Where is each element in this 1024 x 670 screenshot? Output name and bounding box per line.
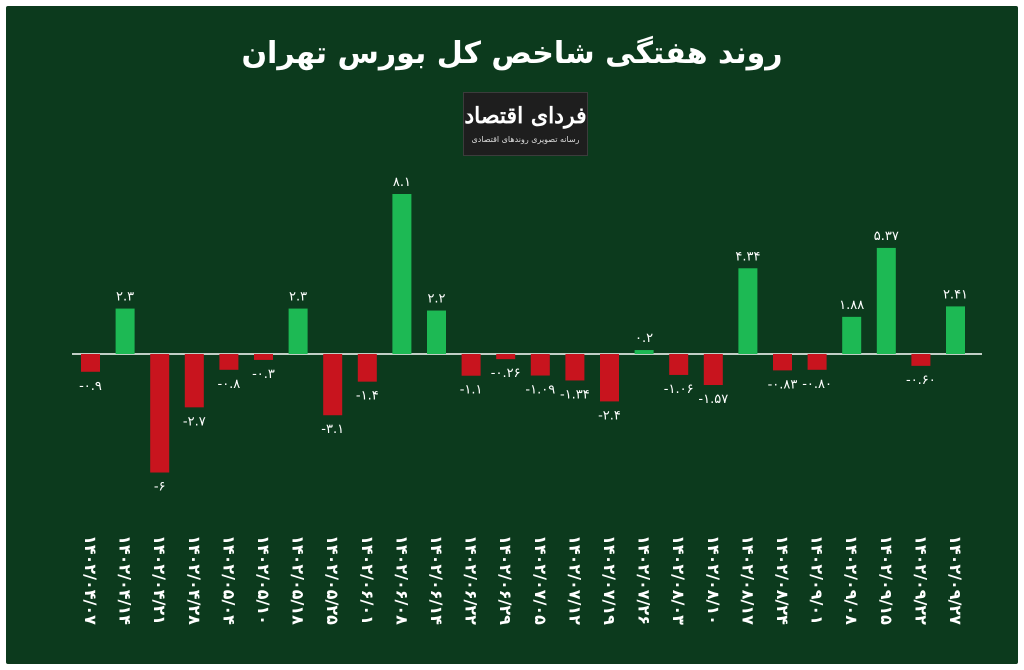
data-label: -۰.۸ <box>218 377 241 392</box>
data-label: -۱.۵۷ <box>698 392 728 407</box>
bar <box>323 354 343 416</box>
bar <box>427 310 446 354</box>
x-tick-label: ۱۴۰۲/۰۶/۱۴ <box>427 535 446 625</box>
x-tick-label: ۱۴۰۲/۰۴/۲۱ <box>150 535 169 625</box>
bar <box>738 268 758 354</box>
bar <box>876 247 896 354</box>
logo-brand-text: فردای اقتصاد <box>464 103 587 129</box>
x-tick-label: ۱۴۰۲/۰۸/۰۳ <box>669 535 688 625</box>
x-tick-label: ۱۴۰۲/۰۹/۰۸ <box>842 535 861 625</box>
bar <box>530 354 550 376</box>
x-tick-label: ۱۴۰۲/۰۵/۰۴ <box>219 535 238 625</box>
data-label: -۱.۴ <box>356 389 379 404</box>
brand-logo: فردای اقتصاد رسانه تصویری روندهای اقتصاد… <box>463 92 588 156</box>
x-tick-label: ۱۴۰۲/۰۴/۰۷ <box>81 535 100 625</box>
bar <box>219 354 239 370</box>
x-tick-label: ۱۴۰۲/۰۵/۱۸ <box>289 535 308 625</box>
data-label: ۱.۸۸ <box>839 298 864 313</box>
data-label: -۰.۸۰ <box>802 377 832 392</box>
x-tick-label: ۱۴۰۲/۰۷/۱۲ <box>565 535 584 625</box>
bar <box>150 354 170 473</box>
x-tick-label: ۱۴۰۲/۰۶/۲۲ <box>462 535 481 625</box>
bar <box>600 354 619 402</box>
x-tick-label: ۱۴۰۲/۰۹/۲۷ <box>946 535 965 625</box>
bar <box>184 354 204 408</box>
data-label: ۰.۲ <box>635 331 653 346</box>
bar <box>81 354 100 372</box>
data-label: -۳.۱ <box>321 422 344 437</box>
bar <box>461 354 481 376</box>
data-label: -۶ <box>154 480 166 495</box>
x-tick-label: ۱۴۰۲/۰۹/۲۲ <box>911 535 930 625</box>
data-label: ۲.۴۱ <box>943 287 968 302</box>
data-label: ۵.۳۷ <box>874 229 899 244</box>
bar <box>807 354 827 370</box>
data-label: ۲.۳ <box>116 290 134 305</box>
bar <box>703 354 723 386</box>
data-label: -۰.۳ <box>252 367 275 382</box>
x-tick-label: ۱۴۰۲/۰۹/۱۵ <box>877 535 896 625</box>
bar <box>565 354 585 381</box>
data-label: -۰.۶۰ <box>906 373 936 388</box>
x-tick-label: ۱۴۰۲/۰۴/۲۸ <box>185 535 204 625</box>
x-tick-label: ۱۴۰۲/۰۸/۲۴ <box>773 535 792 625</box>
bar <box>773 354 792 371</box>
bar <box>392 194 412 354</box>
data-label: -۱.۰۶ <box>664 382 694 397</box>
chart-title: روند هفتگی شاخص کل بورس تهران <box>241 36 783 71</box>
bar <box>842 316 862 354</box>
data-label: ۸.۱ <box>393 175 411 190</box>
x-tick-label: ۱۴۰۲/۰۶/۰۸ <box>392 535 411 625</box>
data-label: ۲.۳ <box>289 290 307 305</box>
x-tick-label: ۱۴۰۲/۰۷/۰۵ <box>531 535 550 625</box>
x-tick-label: ۱۴۰۲/۰۵/۱۰ <box>254 535 273 625</box>
data-label: -۱.۰۹ <box>525 383 555 398</box>
bar <box>911 354 931 366</box>
x-tick-label: ۱۴۰۲/۰۶/۰۱ <box>358 535 377 625</box>
data-label: -۰.۲۶ <box>491 366 521 381</box>
logo-tagline: رسانه تصویری روندهای اقتصادی <box>471 135 580 144</box>
x-tick-label: ۱۴۰۲/۰۴/۱۴ <box>116 535 135 625</box>
bar <box>634 350 654 354</box>
x-tick-label: ۱۴۰۲/۰۵/۲۵ <box>323 535 342 625</box>
data-label: ۴.۳۴ <box>735 249 760 264</box>
bar <box>669 354 689 375</box>
data-label: -۰.۸۳ <box>768 377 798 392</box>
data-label: -۱.۳۴ <box>560 387 590 402</box>
bar <box>496 354 516 360</box>
x-tick-label: ۱۴۰۲/۰۸/۱۰ <box>704 535 723 625</box>
bar <box>115 308 135 354</box>
data-label: -۰.۹ <box>79 379 102 394</box>
data-label: -۲.۴ <box>598 408 621 423</box>
bar <box>357 354 377 382</box>
bar <box>946 306 965 354</box>
x-tick-label: ۱۴۰۲/۰۸/۱۷ <box>738 535 757 625</box>
x-tick-label: ۱۴۰۲/۰۷/۱۹ <box>600 535 619 625</box>
x-tick-label: ۱۴۰۲/۰۶/۲۹ <box>496 535 515 625</box>
bar <box>254 354 273 360</box>
data-label: ۲.۲ <box>427 292 445 307</box>
x-tick-label: ۱۴۰۲/۰۹/۰۱ <box>808 535 827 625</box>
bar <box>288 308 308 354</box>
data-label: -۲.۷ <box>183 414 206 429</box>
x-tick-label: ۱۴۰۲/۰۷/۲۶ <box>635 535 654 625</box>
data-label: -۱.۱ <box>460 383 483 398</box>
